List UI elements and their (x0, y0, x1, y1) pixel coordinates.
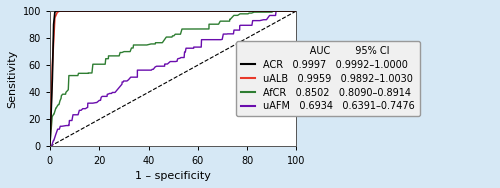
Y-axis label: Sensitivity: Sensitivity (7, 50, 17, 108)
Legend: ACR   0.9997   0.9992–1.0000, uALB   0.9959   0.9892–1.0030, AfCR   0.8502   0.8: ACR 0.9997 0.9992–1.0000, uALB 0.9959 0.… (236, 41, 420, 116)
X-axis label: 1 – specificity: 1 – specificity (135, 171, 211, 181)
